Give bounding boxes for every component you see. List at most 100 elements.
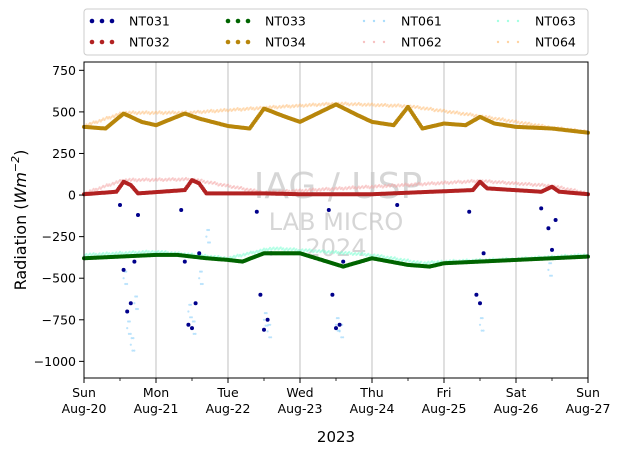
data-point xyxy=(216,108,219,112)
legend-item-nt032: NT032 xyxy=(89,35,170,50)
data-point xyxy=(124,282,127,286)
data-point xyxy=(164,177,167,180)
data-point xyxy=(288,189,291,192)
data-point xyxy=(246,106,249,109)
x-tick-label-date: Aug-27 xyxy=(566,401,611,416)
data-point xyxy=(174,111,177,114)
data-point xyxy=(348,250,351,254)
data-point xyxy=(400,183,404,186)
data-point xyxy=(259,248,262,251)
legend-marker xyxy=(245,39,251,45)
data-point xyxy=(308,102,311,106)
data-point xyxy=(225,108,228,111)
series-layer xyxy=(82,101,590,352)
data-point xyxy=(249,250,252,253)
legend-marker xyxy=(89,18,95,24)
legend-marker xyxy=(496,19,500,23)
data-point xyxy=(102,117,105,120)
data-point xyxy=(132,337,135,340)
data-point xyxy=(90,123,93,126)
data-point xyxy=(121,251,124,254)
data-point xyxy=(242,187,245,190)
data-point xyxy=(336,329,339,332)
data-point xyxy=(151,110,154,113)
data-point xyxy=(160,250,164,253)
data-point xyxy=(556,185,560,188)
data-point xyxy=(448,110,452,113)
legend-item-nt033: NT033 xyxy=(225,14,306,29)
data-point xyxy=(106,117,110,120)
data-point xyxy=(122,277,125,280)
data-point xyxy=(127,332,130,335)
data-point xyxy=(361,251,364,254)
data-point xyxy=(314,249,317,252)
data-point xyxy=(197,251,202,256)
data-point xyxy=(548,262,551,265)
data-point xyxy=(476,179,479,182)
data-point xyxy=(344,186,347,189)
x-tick-label-date: Aug-26 xyxy=(494,401,539,416)
data-point xyxy=(177,177,180,180)
data-point xyxy=(318,187,321,190)
data-point xyxy=(128,301,133,306)
data-point xyxy=(200,253,203,256)
watermark-line-2: LAB MICRO xyxy=(269,208,404,236)
data-point xyxy=(524,181,527,185)
data-point xyxy=(541,182,544,185)
data-point xyxy=(539,206,544,211)
data-point xyxy=(376,253,380,256)
data-point xyxy=(406,258,410,261)
data-point xyxy=(380,254,383,257)
data-point xyxy=(145,110,148,113)
data-point xyxy=(363,252,366,255)
data-point xyxy=(465,258,468,261)
data-point xyxy=(420,182,423,185)
data-point xyxy=(206,254,209,257)
data-point xyxy=(171,110,174,113)
data-point xyxy=(295,103,298,106)
data-point xyxy=(199,110,202,113)
data-point xyxy=(132,110,135,113)
data-point xyxy=(138,250,141,253)
legend-item-nt062: NT062 xyxy=(362,35,442,50)
data-point xyxy=(354,102,357,105)
data-point xyxy=(124,251,128,254)
data-point xyxy=(201,282,204,286)
y-axis-label-unit: Wm xyxy=(11,172,30,203)
data-point xyxy=(115,180,118,183)
data-point xyxy=(399,257,402,260)
data-point xyxy=(331,250,334,253)
data-point xyxy=(105,251,108,254)
data-point xyxy=(432,107,435,111)
data-point xyxy=(97,120,100,123)
data-point xyxy=(469,112,472,115)
data-point xyxy=(370,184,374,187)
y-tick-label: −500 xyxy=(42,271,76,286)
data-point xyxy=(213,254,216,258)
legend-label: NT031 xyxy=(129,14,170,29)
data-point xyxy=(465,112,468,115)
data-point xyxy=(566,187,569,190)
data-point xyxy=(312,187,315,190)
data-point xyxy=(219,182,222,185)
data-point xyxy=(462,111,465,114)
data-point xyxy=(380,184,383,187)
data-point xyxy=(550,247,554,252)
data-point xyxy=(450,180,453,183)
data-point xyxy=(134,250,137,254)
data-point xyxy=(129,332,132,335)
data-point xyxy=(462,258,465,261)
data-point xyxy=(262,247,266,250)
data-point xyxy=(128,320,131,323)
data-point xyxy=(186,322,191,327)
data-point xyxy=(534,123,537,126)
data-point xyxy=(397,103,400,106)
data-point xyxy=(546,226,551,231)
data-point xyxy=(423,261,426,264)
data-point xyxy=(187,177,190,180)
data-point xyxy=(490,180,494,183)
data-point xyxy=(435,108,438,111)
series-nt034 xyxy=(82,102,590,135)
legend-marker xyxy=(109,18,115,24)
data-point xyxy=(206,228,209,232)
